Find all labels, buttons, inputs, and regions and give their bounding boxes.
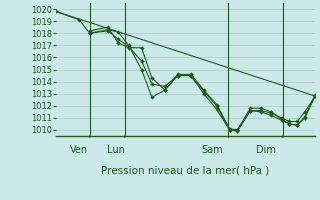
Text: Ven: Ven	[70, 145, 88, 155]
Text: Dim: Dim	[256, 145, 276, 155]
Text: Lun: Lun	[107, 145, 124, 155]
Text: Pression niveau de la mer( hPa ): Pression niveau de la mer( hPa )	[101, 165, 270, 175]
Text: Sam: Sam	[201, 145, 223, 155]
